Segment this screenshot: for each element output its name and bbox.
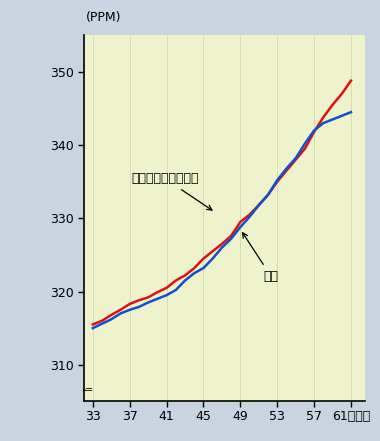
Text: (PPM): (PPM) bbox=[86, 11, 122, 24]
Text: ハワイ・マウナロア: ハワイ・マウナロア bbox=[131, 172, 212, 210]
Text: =: = bbox=[84, 385, 93, 395]
Text: 南極: 南極 bbox=[242, 233, 279, 283]
